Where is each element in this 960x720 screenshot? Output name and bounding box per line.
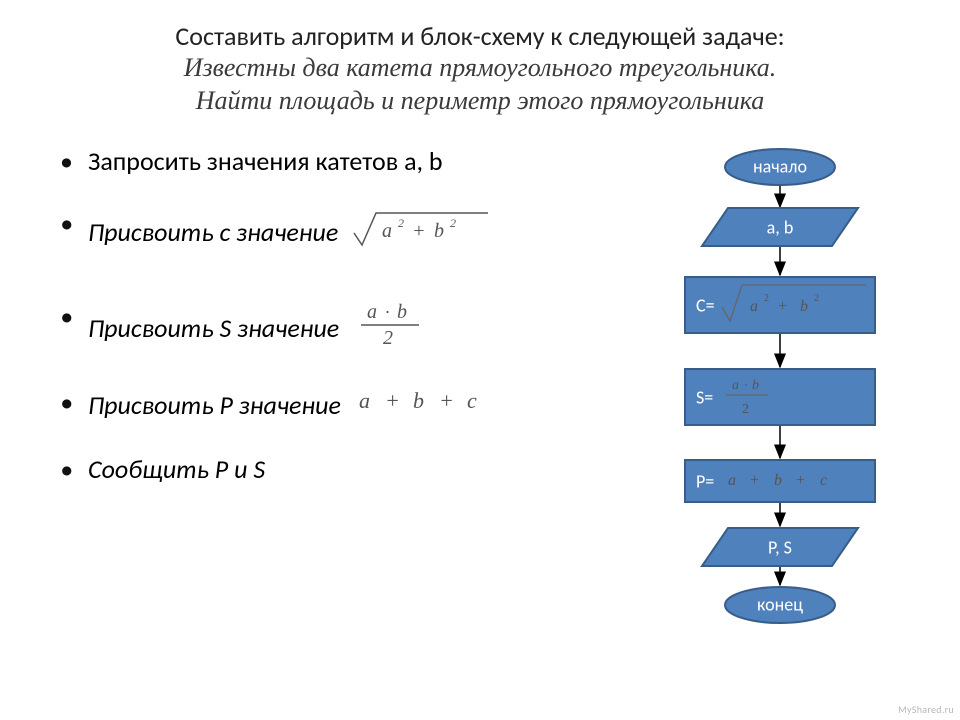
flow-node-proc-s bbox=[685, 369, 875, 425]
watermark: MyShared.ru bbox=[898, 703, 954, 716]
svg-text:b: b bbox=[800, 298, 808, 315]
flow-node-label: конец bbox=[757, 593, 803, 615]
svg-text:+: + bbox=[778, 298, 787, 315]
svg-text:2: 2 bbox=[383, 327, 393, 349]
svg-text:a: a bbox=[750, 298, 758, 315]
svg-text:b: b bbox=[413, 388, 424, 413]
svg-text:2: 2 bbox=[764, 293, 769, 304]
flow-node-label: начало bbox=[753, 155, 807, 177]
bullet-item: Запросить значения катетов a, b bbox=[60, 145, 640, 179]
flow-node-label: P, S bbox=[768, 536, 792, 558]
svg-text:·: · bbox=[744, 377, 748, 392]
content-area: Запросить значения катетов a, b Присвоит… bbox=[50, 145, 910, 685]
svg-text:a: a bbox=[359, 388, 370, 413]
svg-text:2: 2 bbox=[742, 402, 749, 417]
title-main: Составить алгоритм и блок-схему к следую… bbox=[50, 20, 910, 52]
bullet-item: Присвоить c значение a 2 + b 2 bbox=[60, 207, 640, 260]
svg-text:a: a bbox=[367, 301, 377, 323]
bullet-list: Запросить значения катетов a, b Присвоит… bbox=[50, 145, 650, 685]
flow-node-label: S= bbox=[696, 386, 713, 408]
svg-text:a: a bbox=[732, 378, 739, 393]
svg-text:·: · bbox=[385, 302, 390, 322]
bullet-item: Присвоить S значение a · b 2 bbox=[60, 300, 640, 359]
flowchart: начало a, b C= a 2 + b 2 S= bbox=[650, 145, 910, 685]
bullet-text: Сообщить P и S bbox=[88, 453, 265, 485]
svg-text:a: a bbox=[728, 472, 736, 489]
svg-text:a: a bbox=[382, 220, 392, 242]
svg-text:+: + bbox=[412, 220, 426, 242]
svg-text:b: b bbox=[774, 472, 782, 489]
svg-text:+: + bbox=[439, 388, 454, 413]
formula-frac-icon: a · b 2 bbox=[353, 300, 433, 359]
flow-node-label: C= bbox=[696, 294, 715, 316]
title-sub-line2: Найти площадь и периметр этого прямоугол… bbox=[50, 85, 910, 118]
svg-text:b: b bbox=[397, 301, 407, 323]
svg-text:+: + bbox=[385, 388, 400, 413]
title-block: Составить алгоритм и блок-схему к следую… bbox=[50, 20, 910, 117]
bullet-item: Сообщить P и S bbox=[60, 453, 640, 487]
bullet-text: Присвоить c значение bbox=[88, 216, 338, 250]
svg-text:2: 2 bbox=[814, 293, 819, 304]
slide: Составить алгоритм и блок-схему к следую… bbox=[0, 0, 960, 720]
svg-text:c: c bbox=[820, 472, 827, 489]
flow-node-label: a, b bbox=[767, 216, 794, 238]
formula-sum-icon: a + b + c bbox=[355, 386, 525, 425]
svg-text:c: c bbox=[467, 388, 477, 413]
svg-text:b: b bbox=[752, 378, 759, 393]
title-sub-line1: Известны два катета прямоугольного треуг… bbox=[50, 52, 910, 85]
svg-text:+: + bbox=[796, 472, 805, 489]
svg-text:2: 2 bbox=[450, 216, 456, 230]
bullet-item: Присвоить P значение a + b + c bbox=[60, 386, 640, 425]
formula-sqrt-icon: a 2 + b 2 bbox=[352, 207, 492, 260]
bullet-text: Запросить значения катетов a, b bbox=[88, 145, 443, 177]
flow-node-label: P= bbox=[696, 470, 714, 492]
bullet-text: Присвоить P значение bbox=[88, 389, 341, 423]
svg-text:b: b bbox=[434, 220, 444, 242]
svg-text:2: 2 bbox=[398, 216, 404, 230]
svg-text:+: + bbox=[750, 472, 759, 489]
bullet-text: Присвоить S значение bbox=[88, 312, 339, 346]
